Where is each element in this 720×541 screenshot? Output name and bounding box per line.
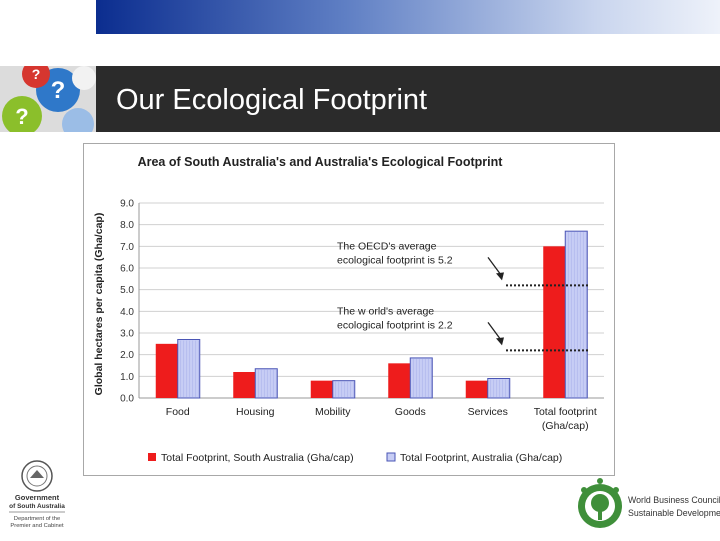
bar-australia — [487, 378, 511, 399]
y-tick-label: 1.0 — [120, 372, 134, 383]
x-tick-labels: Food Housing Mobility Goods Services Total fo… — [166, 406, 597, 432]
government-sa-logo: Government of South Australia Department… — [4, 458, 70, 534]
y-tick-labels: 0.0 1.0 2.0 3.0 4.0 5.0 6.0 7.0 8.0 9.0 — [120, 199, 134, 405]
bar-south-australia — [155, 343, 178, 398]
wbcsd-line1: World Business Council for — [628, 495, 720, 505]
bar-south-australia — [465, 380, 488, 398]
y-tick-label: 9.0 — [120, 199, 134, 210]
svg-text:?: ? — [15, 104, 28, 129]
x-tick-label: Services — [468, 406, 508, 418]
title-bar: Our Ecological Footprint — [96, 66, 720, 132]
footprint-bar-chart: Area of South Australia's and Australia'… — [93, 155, 604, 464]
legend: Total Footprint, South Australia (Gha/ca… — [148, 452, 562, 464]
x-tick-label: (Gha/cap) — [542, 420, 589, 432]
bar-australia — [332, 380, 356, 399]
bar-australia — [409, 357, 433, 399]
x-tick-label: Food — [166, 406, 190, 418]
x-tick-label: Goods — [395, 406, 426, 418]
bars — [155, 230, 588, 399]
svg-text:?: ? — [32, 66, 41, 82]
x-tick-label: Total footprint — [534, 406, 597, 418]
y-tick-label: 6.0 — [120, 264, 134, 275]
y-tick-label: 4.0 — [120, 307, 134, 318]
wbcsd-line2: Sustainable Development — [628, 508, 720, 518]
annotation-text: ecological footprint is 2.2 — [337, 319, 453, 331]
y-axis-title: Global hectares per capita (Gha/cap) — [93, 213, 105, 396]
bar-south-australia — [388, 363, 411, 398]
bar-australia — [564, 230, 588, 399]
logo-gov-line1: Government — [15, 493, 60, 502]
y-tick-label: 0.0 — [120, 394, 134, 405]
annotation-text: The OECD's average — [337, 240, 437, 252]
y-tick-label: 5.0 — [120, 285, 134, 296]
y-tick-label: 2.0 — [120, 350, 134, 361]
legend-swatch-south-australia — [148, 453, 156, 461]
legend-swatch-australia — [386, 452, 396, 462]
logo-dept-line2: Premier and Cabinet — [10, 523, 64, 529]
y-tick-label: 3.0 — [120, 329, 134, 340]
question-marks-image: ? ? ? — [0, 66, 96, 132]
bar-south-australia — [233, 372, 256, 398]
bar-south-australia — [310, 380, 333, 398]
bar-australia — [177, 339, 201, 399]
annotation-text: ecological footprint is 5.2 — [337, 254, 453, 266]
tree-emblem-icon — [578, 478, 622, 528]
legend-label: Total Footprint, Australia (Gha/cap) — [400, 452, 562, 464]
y-tick-label: 8.0 — [120, 220, 134, 231]
annotation-arrowhead — [496, 337, 504, 346]
legend-label: Total Footprint, South Australia (Gha/ca… — [161, 452, 354, 464]
svg-text:?: ? — [51, 77, 66, 104]
chart-title: Area of South Australia's and Australia'… — [138, 155, 504, 169]
header-gradient-bar — [96, 0, 720, 34]
bar-south-australia — [543, 246, 566, 398]
x-tick-label: Housing — [236, 406, 275, 418]
y-tick-label: 7.0 — [120, 242, 134, 253]
logo-dept-line1: Department of the — [14, 516, 60, 522]
chart-container: Area of South Australia's and Australia'… — [83, 143, 615, 476]
x-tick-label: Mobility — [315, 406, 351, 418]
annotation-arrowhead — [496, 272, 504, 281]
slide-title: Our Ecological Footprint — [116, 84, 428, 116]
wbcsd-logo: World Business Council for Sustainable D… — [574, 476, 720, 536]
annotations: The OECD's average ecological footprint i… — [337, 240, 589, 352]
bar-australia — [254, 368, 278, 399]
annotation-text: The w orld's average — [337, 305, 434, 317]
logo-gov-line2: of South Australia — [9, 503, 65, 510]
grid-lines — [138, 202, 604, 399]
